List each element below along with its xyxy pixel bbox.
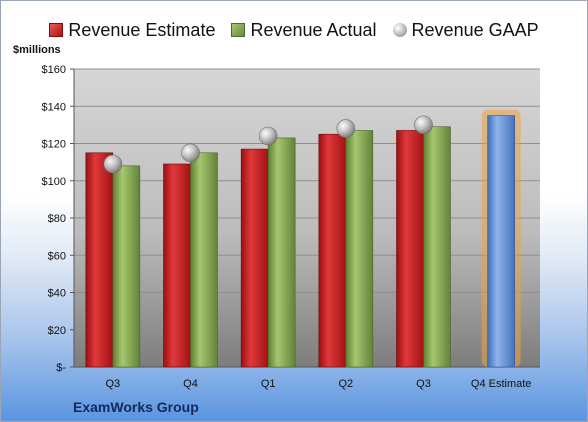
bar-revenue-estimate — [85, 152, 114, 368]
y-tick-label: $60 — [48, 250, 66, 262]
bar-revenue-actual — [190, 152, 218, 368]
y-tick-label: $140 — [42, 101, 66, 113]
gaap-marker — [336, 119, 356, 138]
legend-item-actual: Revenue Actual — [231, 19, 377, 41]
legend-swatch-gaap — [392, 23, 407, 37]
bar-revenue-actual — [112, 165, 141, 368]
gridlines — [74, 68, 540, 368]
bar-revenue-estimate — [163, 163, 191, 368]
legend-swatch-actual — [231, 23, 246, 37]
y-axis: $- $20 $40 $60 $80 $100 $120 $140 $160 — [42, 64, 75, 374]
gaap-marker — [181, 143, 200, 163]
legend-swatch-estimate — [49, 23, 64, 37]
company-name: ExamWorks Group — [73, 399, 199, 415]
legend-item-estimate: Revenue Estimate — [49, 20, 215, 41]
x-tick-label: Q2 — [338, 378, 353, 390]
bar-revenue-estimate — [318, 133, 347, 368]
y-tick-label: $160 — [42, 64, 66, 76]
legend-label-estimate: Revenue Estimate — [68, 19, 216, 40]
bars — [85, 109, 521, 368]
gaap-marker — [414, 115, 433, 135]
x-axis: Q3 Q4 Q1 Q2 Q3 Q4 Estimate — [105, 378, 531, 390]
gaap-marker — [103, 154, 123, 174]
x-tick-label: Q4 Estimate — [471, 378, 532, 390]
bar-revenue-actual — [267, 137, 296, 368]
bar-revenue-actual — [345, 130, 374, 368]
y-axis-unit-label: $millions — [13, 44, 61, 56]
x-tick-label: Q1 — [261, 378, 276, 390]
bar-revenue-estimate — [240, 148, 269, 368]
y-tick-label: $80 — [48, 213, 66, 225]
y-tick-label: $100 — [42, 176, 66, 188]
y-tick-label: $40 — [48, 288, 66, 300]
legend-label-gaap: Revenue GAAP — [411, 19, 539, 40]
x-tick-label: Q3 — [105, 378, 120, 390]
y-tick-label: $20 — [48, 325, 66, 337]
x-tick-label: Q3 — [416, 378, 431, 390]
bar-revenue-projection — [487, 115, 515, 368]
gaap-marker — [258, 126, 278, 146]
legend: Revenue Estimate Revenue Actual Revenue … — [1, 18, 587, 42]
bar-revenue-actual — [423, 126, 451, 368]
bar-revenue-estimate — [396, 130, 424, 368]
x-tick-label: Q4 — [183, 378, 198, 390]
legend-item-gaap: Revenue GAAP — [392, 19, 539, 41]
legend-label-actual: Revenue Actual — [250, 19, 377, 40]
gaap-markers — [103, 115, 433, 174]
y-tick-label: $120 — [42, 139, 66, 151]
y-tick-label: $- — [56, 362, 66, 374]
